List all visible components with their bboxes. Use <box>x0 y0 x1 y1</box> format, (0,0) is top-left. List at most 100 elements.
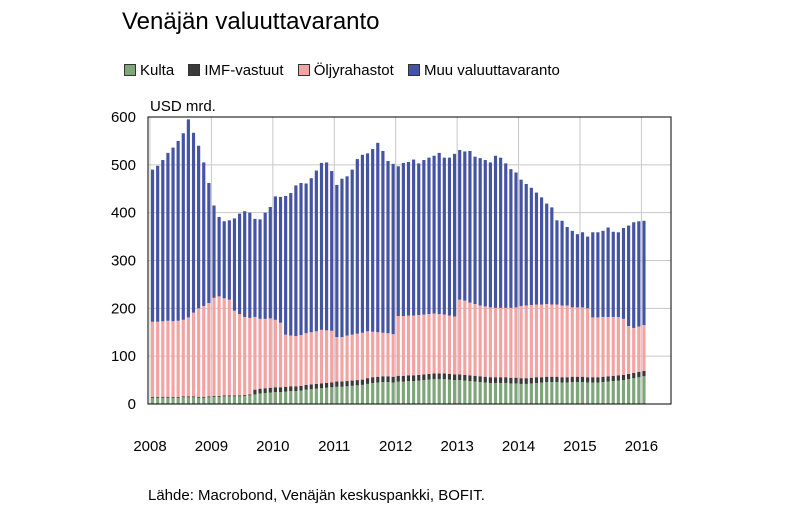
bar-kulta <box>596 382 600 404</box>
bar-muu-valuuttavaranto <box>227 220 231 300</box>
bar-kulta <box>473 381 477 404</box>
bar-kulta <box>560 382 564 404</box>
bar-oljyrahastot <box>545 304 549 377</box>
bar-kulta <box>294 391 298 404</box>
bar-imf-vastuut <box>227 395 231 397</box>
bar-muu-valuuttavaranto <box>309 178 313 333</box>
bar-kulta <box>442 379 446 404</box>
bar-oljyrahastot <box>499 307 503 378</box>
bar-oljyrahastot <box>580 307 585 377</box>
bar-imf-vastuut <box>150 396 155 398</box>
bar-oljyrahastot <box>412 315 416 376</box>
bar-muu-valuuttavaranto <box>447 157 452 316</box>
bar-kulta <box>534 382 539 404</box>
bar-muu-valuuttavaranto <box>350 169 354 335</box>
y-tick-label: 100 <box>111 348 136 365</box>
bar-oljyrahastot <box>263 318 267 389</box>
bar-imf-vastuut <box>217 395 221 397</box>
bar-oljyrahastot <box>386 333 390 377</box>
bar-kulta <box>447 379 452 404</box>
bar-imf-vastuut <box>268 387 272 393</box>
bar-oljyrahastot <box>284 334 288 387</box>
bar-kulta <box>243 395 247 404</box>
bar-muu-valuuttavaranto <box>371 149 375 332</box>
bar-imf-vastuut <box>422 374 426 381</box>
bar-imf-vastuut <box>417 374 421 381</box>
legend-swatch-kulta <box>124 64 136 76</box>
bar-muu-valuuttavaranto <box>268 206 272 319</box>
bar-imf-vastuut <box>161 396 165 398</box>
bar-imf-vastuut <box>642 371 646 377</box>
bar-kulta <box>601 382 605 404</box>
bar-kulta <box>350 385 354 404</box>
bar-muu-valuuttavaranto <box>468 150 472 303</box>
bar-muu-valuuttavaranto <box>186 119 190 318</box>
bar-oljyrahastot <box>550 304 554 377</box>
bar-muu-valuuttavaranto <box>294 185 298 337</box>
bar-muu-valuuttavaranto <box>560 220 564 306</box>
bar-kulta <box>642 376 646 404</box>
bar-kulta <box>391 382 395 404</box>
bar-imf-vastuut <box>550 376 554 382</box>
bar-imf-vastuut <box>560 377 564 383</box>
bar-imf-vastuut <box>555 376 559 382</box>
bar-oljyrahastot <box>171 321 175 397</box>
bar-muu-valuuttavaranto <box>442 157 446 315</box>
bar-oljyrahastot <box>586 308 590 378</box>
plot-frame <box>147 116 672 405</box>
bar-oljyrahastot <box>432 313 436 374</box>
bar-imf-vastuut <box>181 396 185 398</box>
bar-muu-valuuttavaranto <box>621 227 626 319</box>
bar-muu-valuuttavaranto <box>591 232 595 318</box>
bar-oljyrahastot <box>478 305 482 377</box>
bar-imf-vastuut <box>524 378 528 384</box>
bar-muu-valuuttavaranto <box>545 203 549 305</box>
bar-imf-vastuut <box>243 394 247 396</box>
bar-oljyrahastot <box>227 299 231 396</box>
bar-muu-valuuttavaranto <box>161 160 165 322</box>
bar-imf-vastuut <box>360 379 365 385</box>
bar-oljyrahastot <box>616 316 620 376</box>
bar-imf-vastuut <box>355 380 359 386</box>
bar-muu-valuuttavaranto <box>150 169 155 322</box>
bar-kulta <box>314 388 318 404</box>
axes: 0 100 200 300 400 500 600 2008 2009 2010 2011 2012 2… <box>111 109 672 455</box>
bar-imf-vastuut <box>371 377 375 383</box>
bar-imf-vastuut <box>437 373 441 380</box>
bar-muu-valuuttavaranto <box>534 192 539 305</box>
bar-kulta <box>340 386 344 404</box>
bar-muu-valuuttavaranto <box>514 172 518 308</box>
bar-oljyrahastot <box>181 319 185 397</box>
bar-imf-vastuut <box>596 377 600 383</box>
legend-label-imf-vastuut: IMF-vastuut <box>204 62 284 79</box>
bar-imf-vastuut <box>529 377 533 384</box>
bar-imf-vastuut <box>540 377 544 383</box>
bar-kulta <box>207 397 211 404</box>
bar-imf-vastuut <box>156 396 160 398</box>
bar-muu-valuuttavaranto <box>406 161 411 316</box>
bar-muu-valuuttavaranto <box>319 162 324 330</box>
bar-muu-valuuttavaranto <box>171 147 175 322</box>
bar-muu-valuuttavaranto <box>212 205 216 298</box>
bar-oljyrahastot <box>207 303 211 397</box>
bar-muu-valuuttavaranto <box>432 155 436 314</box>
bar-oljyrahastot <box>319 329 324 384</box>
bar-oljyrahastot <box>621 318 626 375</box>
bar-oljyrahastot <box>299 335 303 386</box>
bar-kulta <box>580 382 585 404</box>
bar-kulta <box>284 391 288 404</box>
bar-imf-vastuut <box>335 381 339 387</box>
bar-kulta <box>437 379 441 404</box>
bar-imf-vastuut <box>386 376 390 382</box>
bar-oljyrahastot <box>493 307 498 378</box>
bar-oljyrahastot <box>340 337 344 382</box>
bar-kulta <box>396 381 400 404</box>
bar-muu-valuuttavaranto <box>345 176 349 336</box>
bar-kulta <box>632 378 636 404</box>
bar-muu-valuuttavaranto <box>570 230 574 308</box>
bar-muu-valuuttavaranto <box>232 218 237 311</box>
legend-swatch-imf-vastuut <box>188 64 201 76</box>
bar-imf-vastuut <box>509 377 513 384</box>
bar-kulta <box>611 381 615 404</box>
